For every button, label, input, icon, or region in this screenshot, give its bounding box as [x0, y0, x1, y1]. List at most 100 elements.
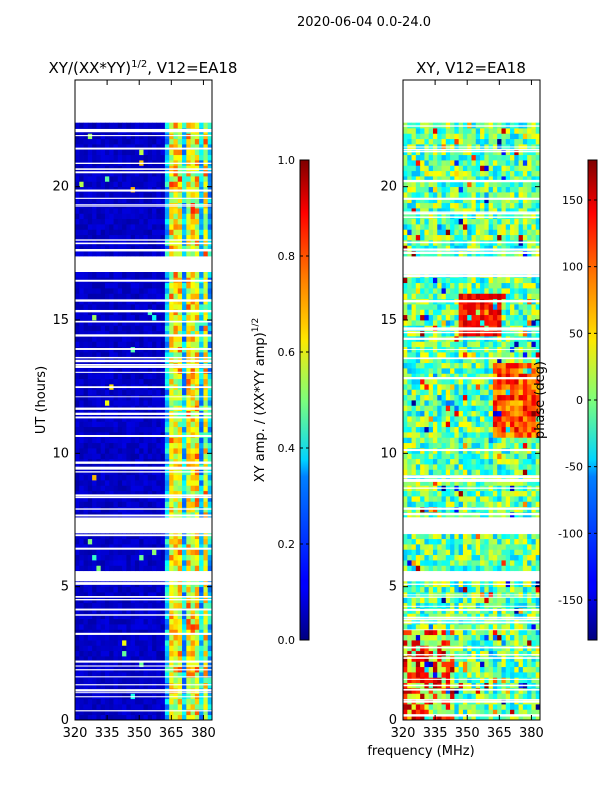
heatmap-cell — [100, 645, 106, 652]
heatmap-cell — [100, 618, 106, 625]
heatmap-cell — [403, 640, 408, 646]
heatmap-cell — [152, 416, 157, 422]
heatmap-cell — [87, 704, 93, 710]
heatmap-cell — [207, 682, 212, 689]
heatmap-cell — [501, 453, 507, 460]
heatmap-cell — [134, 314, 140, 321]
heatmap-cell — [522, 480, 528, 486]
heatmap-cell — [411, 501, 417, 508]
heatmap-cell — [462, 458, 468, 465]
heatmap-cell — [428, 672, 434, 678]
heatmap-cell — [497, 666, 502, 673]
heatmap-cell — [147, 714, 153, 720]
heatmap-cell — [75, 698, 80, 705]
heatmap-cell — [203, 272, 209, 278]
heatmap-cell — [156, 533, 162, 540]
heatmap-cell — [484, 661, 490, 668]
heatmap-cell — [147, 448, 153, 454]
heatmap-cell — [160, 293, 166, 300]
heatmap-cell — [173, 421, 179, 428]
heatmap-cell — [109, 138, 114, 145]
heatmap-cell — [514, 656, 519, 662]
heatmap-cell — [505, 661, 511, 668]
heatmap-cell — [126, 661, 132, 668]
heatmap-cell — [104, 586, 110, 593]
heatmap-cell — [143, 304, 149, 310]
heatmap-cell — [411, 480, 417, 486]
heatmap-cell — [83, 480, 89, 486]
heatmap-cell — [134, 448, 140, 454]
heatmap-cell — [518, 634, 524, 641]
heatmap-cell — [92, 432, 97, 438]
heatmap-cell — [458, 704, 464, 710]
heatmap-cell — [75, 640, 80, 646]
heatmap-cell — [100, 378, 106, 385]
heatmap-cell — [535, 661, 540, 668]
heatmap-cell — [454, 629, 460, 636]
heatmap-cell — [203, 453, 209, 460]
flagged-row — [75, 471, 212, 473]
heatmap-cell — [79, 490, 84, 497]
heatmap-cell — [203, 176, 209, 182]
heatmap-cell — [194, 170, 200, 177]
heatmap-cell — [75, 704, 80, 710]
heatmap-cell — [143, 400, 149, 406]
heatmap-cell — [126, 330, 132, 337]
heatmap-cell — [173, 714, 179, 720]
heatmap-cell — [75, 437, 80, 444]
heatmap-cell — [152, 352, 157, 358]
heatmap-cell — [113, 394, 119, 401]
heatmap-cell — [109, 197, 114, 204]
heatmap-cell — [173, 250, 179, 257]
flagged-row — [75, 89, 212, 92]
heatmap-cell — [92, 656, 97, 662]
heatmap-cell — [450, 554, 455, 561]
heatmap-cell — [535, 501, 540, 508]
heatmap-cell — [475, 672, 481, 678]
heatmap-cell — [156, 421, 162, 428]
heatmap-cell — [424, 634, 430, 641]
heatmap-cell — [207, 229, 212, 236]
heatmap-cell — [104, 661, 110, 668]
heatmap-cell — [83, 714, 89, 720]
heatmap-cell — [207, 400, 212, 406]
heatmap-cell — [164, 560, 170, 566]
heatmap-cell — [79, 250, 84, 257]
heatmap-cell — [79, 218, 84, 225]
heatmap-cell — [177, 549, 183, 556]
heatmap-cell — [454, 544, 460, 550]
heatmap-cell — [169, 544, 174, 550]
heatmap-cell — [458, 688, 464, 694]
heatmap-cell — [186, 336, 191, 342]
heatmap-cell — [475, 437, 481, 444]
flagged-row — [75, 578, 212, 581]
heatmap-cell — [484, 624, 490, 630]
heatmap-cell — [177, 170, 183, 177]
heatmap-cell — [130, 421, 136, 428]
heatmap-cell — [488, 672, 494, 678]
heatmap-cell — [79, 272, 84, 278]
heatmap-cell — [177, 426, 183, 433]
heatmap-cell — [79, 421, 84, 428]
heatmap-cell — [199, 645, 204, 652]
heatmap-cell — [134, 133, 140, 140]
heatmap-cell — [207, 490, 212, 497]
heatmap-cell — [497, 453, 502, 460]
heatmap-cell — [458, 624, 464, 630]
heatmap-cell — [75, 181, 80, 188]
heatmap-cell — [92, 474, 97, 481]
heatmap-cell — [445, 565, 451, 572]
heatmap-cell — [79, 320, 84, 326]
heatmap-cell — [92, 586, 97, 593]
heatmap-cell — [164, 245, 170, 252]
heatmap-cell — [143, 314, 149, 321]
heatmap-cell — [109, 144, 114, 150]
heatmap-cell — [169, 432, 174, 438]
heatmap-cell — [87, 400, 93, 406]
heatmap-cell — [531, 709, 537, 716]
flagged-row — [75, 689, 212, 692]
heatmap-cell — [96, 389, 102, 396]
heatmap-cell — [96, 496, 102, 502]
heatmap-cell — [407, 586, 412, 593]
heatmap-cell — [126, 325, 132, 332]
